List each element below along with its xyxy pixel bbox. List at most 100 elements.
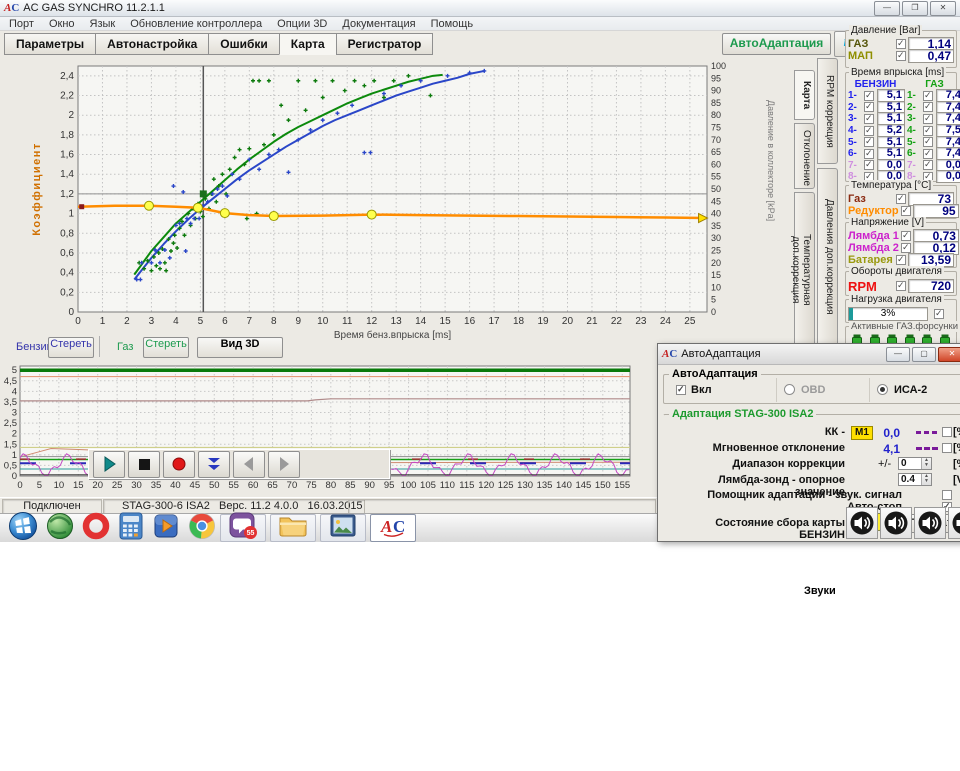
pressure-checkbox-2[interactable] xyxy=(896,50,906,61)
injection-gas-row-3: 3-7,4 xyxy=(905,112,960,126)
tab-автонастройка[interactable]: Автонастройка xyxy=(95,33,209,55)
svg-text:2: 2 xyxy=(68,110,74,121)
injection-gas-checkbox-3[interactable] xyxy=(923,113,933,124)
taskbar-icon-globe[interactable] xyxy=(46,512,74,541)
play-button[interactable] xyxy=(93,450,125,478)
side-tab-2[interactable]: Отклонение xyxy=(794,123,815,189)
injection-petrol-checkbox-1[interactable] xyxy=(864,90,874,101)
speaker-button-2[interactable] xyxy=(880,507,912,539)
injection-gas-checkbox-1[interactable] xyxy=(923,90,933,101)
taskbar-icon-media-player[interactable] xyxy=(152,514,180,541)
restore-button[interactable]: ❐ xyxy=(902,0,928,16)
menu-item-6[interactable]: Документация xyxy=(342,17,416,30)
taskbar-icon-file-manager[interactable] xyxy=(270,514,316,542)
side-tab-4[interactable]: Давления доп.коррекция xyxy=(817,168,838,346)
fuel-map-chart[interactable]: 00,20,40,60,811,21,41,61,822,22,40 1 2 3 4 5 6… xyxy=(0,54,792,350)
taskbar-icon-viber[interactable]: 55 xyxy=(220,512,266,542)
erase-petrol-button[interactable]: Стереть xyxy=(48,337,94,358)
correction-node[interactable] xyxy=(192,202,203,213)
kk-show-checkbox[interactable] xyxy=(942,427,952,437)
injection-petrol-checkbox-6[interactable] xyxy=(864,148,874,159)
injection-gas-checkbox-4[interactable] xyxy=(923,125,933,136)
sound-helper-checkbox[interactable] xyxy=(942,490,952,500)
load-title: Нагрузка двигателя xyxy=(849,294,944,305)
minimize-button[interactable]: — xyxy=(874,0,900,16)
menu-item-3[interactable]: Язык xyxy=(89,17,116,30)
injection-gas-checkbox-2[interactable] xyxy=(923,101,933,113)
voltage-checkbox-3[interactable] xyxy=(896,254,906,265)
step-forward-button[interactable] xyxy=(268,450,300,478)
correction-node[interactable] xyxy=(268,211,279,222)
skip-down-button[interactable] xyxy=(198,450,230,478)
injector-number: 4- xyxy=(907,125,916,137)
pressure-label-1: ГАЗ xyxy=(848,38,869,50)
injection-petrol-checkbox-5[interactable] xyxy=(864,136,874,148)
dialog-minimize-button[interactable]: — xyxy=(886,346,910,362)
correction-node[interactable] xyxy=(143,200,154,211)
title-bar[interactable]: AC AC GAS SYNCHRO 11.2.1.1 — ❐ ✕ xyxy=(0,0,960,17)
svg-text:1: 1 xyxy=(68,209,74,220)
temperature-checkbox-1[interactable] xyxy=(896,193,906,204)
voltage-checkbox-2[interactable] xyxy=(900,242,911,253)
dialog-title-bar[interactable]: AC АвтоАдаптация — ▢ ✕ xyxy=(658,344,960,365)
temperature-checkbox-2[interactable] xyxy=(900,205,911,216)
tab-ошибки[interactable]: Ошибки xyxy=(208,33,279,55)
deviation-row: Мгновенное отклонение 4,1 [%] xyxy=(672,442,960,456)
speaker-button-4[interactable] xyxy=(948,507,960,539)
record-button[interactable] xyxy=(163,450,195,478)
injection-gas-checkbox-7[interactable] xyxy=(923,159,933,171)
svg-text:0,4: 0,4 xyxy=(60,268,74,279)
load-checkbox[interactable] xyxy=(934,308,944,319)
autoadapt-button[interactable]: АвтоАдаптация xyxy=(722,33,831,55)
obd-radio[interactable] xyxy=(784,384,795,395)
injection-gas-checkbox-6[interactable] xyxy=(923,148,933,159)
correction-node[interactable] xyxy=(219,208,230,219)
injector-number: 2- xyxy=(907,101,916,113)
menu-item-2[interactable]: Окно xyxy=(48,17,75,30)
lambda-ref-input[interactable]: 0.4 ▲ ▼ xyxy=(898,473,932,486)
rpm-checkbox[interactable] xyxy=(896,280,906,291)
range-input[interactable]: 0 ▲ ▼ xyxy=(898,457,932,470)
injection-petrol-checkbox-3[interactable] xyxy=(864,113,874,124)
injection-petrol-checkbox-7[interactable] xyxy=(864,159,874,171)
svg-text:1: 1 xyxy=(12,450,17,461)
dialog-close-button[interactable]: ✕ xyxy=(938,346,960,362)
tab-карта[interactable]: Карта xyxy=(278,33,336,55)
view-3d-button[interactable]: Вид 3D xyxy=(197,337,283,358)
tab-регистратор[interactable]: Регистратор xyxy=(335,33,434,55)
enable-checkbox[interactable] xyxy=(676,384,686,395)
svg-text:90: 90 xyxy=(711,86,721,96)
injection-gas-checkbox-5[interactable] xyxy=(923,136,933,148)
menu-item-5[interactable]: Опции 3D xyxy=(277,17,328,30)
taskbar-icon-chrome[interactable] xyxy=(188,512,216,541)
stop-button[interactable] xyxy=(128,450,160,478)
taskbar-icon-calculator[interactable] xyxy=(118,512,144,541)
kk-label: КК - xyxy=(824,426,845,438)
pressure-checkbox-1[interactable] xyxy=(896,38,906,49)
side-tab-3[interactable]: Температурная доп.коррекция xyxy=(790,192,815,347)
injection-petrol-checkbox-2[interactable] xyxy=(864,101,874,113)
isa2-radio[interactable] xyxy=(877,384,888,395)
voltage-checkbox-1[interactable] xyxy=(900,230,911,241)
deviation-show-checkbox[interactable] xyxy=(942,443,952,453)
taskbar-icon-start[interactable] xyxy=(8,511,38,541)
taskbar-icon-image-viewer[interactable] xyxy=(320,514,366,542)
speaker-button-1[interactable] xyxy=(846,507,878,539)
dialog-maximize-button[interactable]: ▢ xyxy=(912,346,936,362)
tab-параметры[interactable]: Параметры xyxy=(4,33,96,55)
erase-gas-button[interactable]: Стереть xyxy=(143,337,189,358)
menu-item-7[interactable]: Помощь xyxy=(430,17,474,30)
correction-node[interactable] xyxy=(366,209,377,220)
taskbar-icon-opera[interactable] xyxy=(82,512,110,541)
step-back-button[interactable] xyxy=(233,450,265,478)
side-tab-3[interactable]: RPM коррекция xyxy=(817,58,838,164)
menu-item-4[interactable]: Обновление контроллера xyxy=(130,17,263,30)
injection-petrol-checkbox-4[interactable] xyxy=(864,125,874,136)
svg-text:23: 23 xyxy=(635,316,647,327)
speaker-button-3[interactable] xyxy=(914,507,946,539)
menu-item-1[interactable]: Порт xyxy=(9,17,34,30)
close-button[interactable]: ✕ xyxy=(930,0,956,16)
side-tab-1[interactable]: Карта xyxy=(794,70,815,120)
